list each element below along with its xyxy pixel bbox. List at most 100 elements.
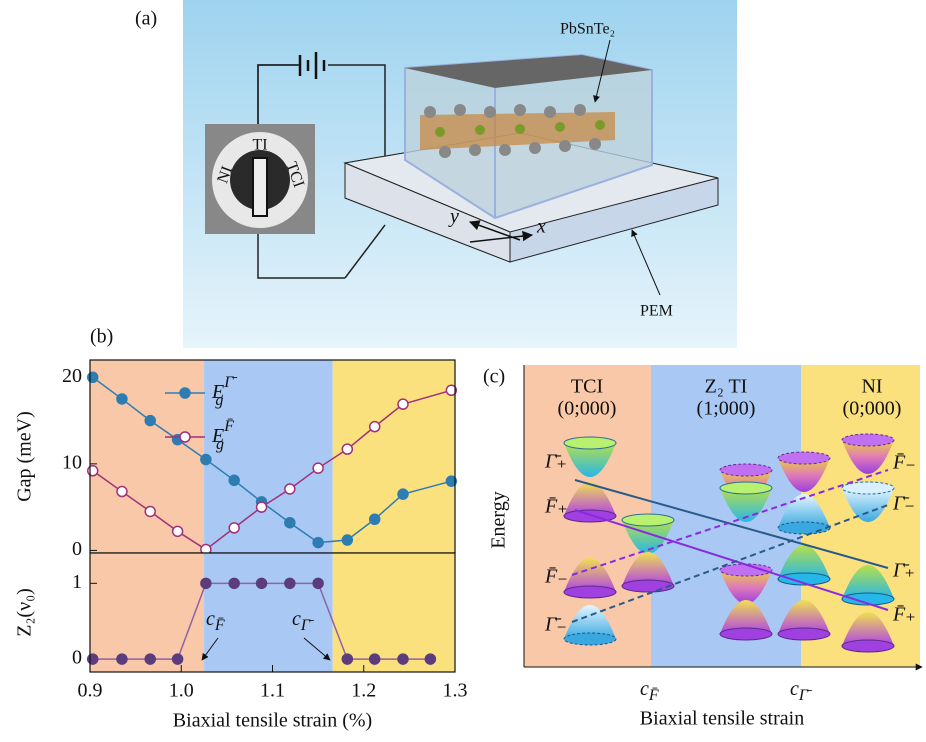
region bbox=[332, 553, 455, 672]
y-tick-label: 1 bbox=[72, 571, 82, 593]
x-tick-label: 0.9 bbox=[78, 680, 103, 702]
plot-frame bbox=[89, 552, 456, 673]
point bbox=[144, 505, 156, 518]
point bbox=[368, 420, 381, 433]
point bbox=[255, 501, 268, 513]
region-label: (0;000) bbox=[843, 398, 902, 420]
band-line bbox=[571, 469, 889, 576]
region bbox=[204, 553, 333, 672]
pointer bbox=[252, 157, 268, 217]
point bbox=[341, 653, 354, 665]
x-tick-label: 1.1 bbox=[260, 680, 285, 702]
y-tick-label: 10 bbox=[62, 451, 82, 473]
x-tick-label: 1.2 bbox=[351, 680, 376, 702]
region-label: Z₂ TI bbox=[705, 376, 748, 398]
point bbox=[445, 384, 458, 397]
point bbox=[144, 414, 156, 427]
wire bbox=[328, 64, 386, 165]
point bbox=[171, 525, 184, 538]
region-label: (0;000) bbox=[558, 398, 617, 420]
y-tick-label: 0 bbox=[72, 538, 82, 560]
point bbox=[312, 462, 324, 474]
material-label: PbSnTe₂ bbox=[560, 21, 615, 38]
point bbox=[368, 653, 381, 665]
point bbox=[86, 465, 99, 477]
point bbox=[228, 577, 240, 590]
point bbox=[86, 371, 99, 384]
legend-marker bbox=[179, 387, 191, 399]
panel-label: (a) bbox=[135, 8, 157, 30]
point bbox=[397, 398, 409, 410]
y-tick-label: 20 bbox=[62, 365, 82, 387]
point bbox=[397, 488, 409, 500]
point bbox=[86, 653, 99, 665]
point bbox=[116, 485, 128, 498]
x-axis-label: Biaxial tensile strain bbox=[640, 708, 804, 730]
panel-label: (c) bbox=[483, 366, 505, 388]
band-label: F̄₊ bbox=[544, 496, 568, 518]
point bbox=[312, 536, 324, 549]
annotation-arrow bbox=[303, 637, 331, 661]
point bbox=[445, 475, 458, 487]
point bbox=[341, 443, 354, 455]
band-line bbox=[571, 504, 889, 623]
annotation: cF̄ bbox=[206, 608, 225, 634]
crystal-top bbox=[405, 55, 652, 88]
band-label: F̄₊ bbox=[892, 604, 916, 626]
band-label: Γ̄₋ bbox=[892, 493, 915, 515]
point bbox=[116, 393, 128, 405]
point bbox=[284, 516, 296, 529]
y-axis-label: Energy bbox=[488, 491, 510, 548]
point bbox=[255, 577, 268, 590]
point bbox=[200, 577, 212, 590]
point bbox=[284, 483, 296, 495]
point bbox=[116, 653, 128, 665]
legend-marker bbox=[179, 431, 191, 443]
x-tick-label: 1.0 bbox=[169, 680, 194, 702]
critical-label: cF̄ bbox=[640, 678, 659, 704]
point bbox=[424, 653, 437, 665]
arrow bbox=[593, 39, 611, 103]
point bbox=[284, 577, 296, 590]
switch-label: TI bbox=[252, 137, 267, 154]
panel-a: (a) NI TI TCI PbSnTe₂ y x PEM bbox=[135, 0, 737, 348]
region-label: NI bbox=[861, 376, 882, 398]
point bbox=[144, 653, 156, 665]
y-axis-label: Z₂(ν₀) bbox=[14, 588, 36, 637]
panel-label: (b) bbox=[90, 326, 113, 348]
critical-label: cΓ̄ bbox=[790, 678, 812, 704]
y-tick-label: 0 bbox=[72, 647, 82, 669]
region-label: (1;000) bbox=[697, 398, 756, 420]
region bbox=[90, 553, 205, 672]
axis-label: y bbox=[448, 206, 459, 228]
band-label: F̄₋ bbox=[892, 452, 916, 474]
region bbox=[651, 365, 801, 667]
legend-label: EF̄ g bbox=[211, 418, 234, 453]
region-label: TCI bbox=[571, 376, 603, 398]
atoms bbox=[420, 104, 615, 158]
point bbox=[397, 653, 409, 665]
point bbox=[228, 522, 240, 534]
point bbox=[368, 513, 381, 525]
point bbox=[200, 453, 212, 466]
panel-c: (c) TCI (0;000) Z₂ TI (1;000) NI (0;000)… bbox=[483, 365, 923, 730]
battery bbox=[298, 52, 326, 79]
point bbox=[228, 474, 240, 487]
band-line bbox=[574, 509, 889, 611]
band-label: Γ̄₊ bbox=[544, 451, 567, 473]
band-line bbox=[574, 479, 889, 569]
region bbox=[332, 360, 455, 553]
substrate-label: PEM bbox=[640, 303, 673, 320]
band-label: Γ̄₊ bbox=[892, 560, 915, 582]
band-label: Γ̄₋ bbox=[544, 614, 567, 636]
axis-label: x bbox=[536, 216, 546, 238]
region bbox=[204, 360, 333, 553]
band-label: F̄₋ bbox=[544, 566, 568, 588]
x-axis-label: Biaxial tensile strain (%) bbox=[173, 710, 372, 732]
wire bbox=[344, 224, 386, 279]
x-tick-label: 1.3 bbox=[443, 680, 468, 702]
wire bbox=[257, 230, 345, 279]
switch-label: NI bbox=[214, 164, 236, 186]
